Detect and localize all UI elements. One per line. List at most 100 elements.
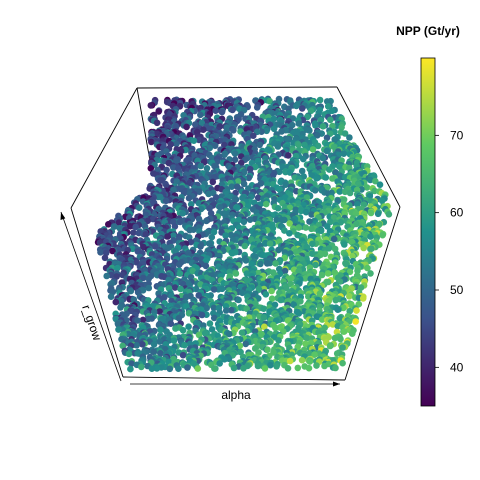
data-point bbox=[275, 337, 282, 344]
data-point bbox=[306, 350, 313, 357]
data-point bbox=[153, 365, 161, 372]
data-point bbox=[157, 177, 164, 184]
data-point bbox=[337, 335, 344, 343]
data-point bbox=[212, 107, 219, 114]
data-point bbox=[114, 264, 121, 272]
data-point bbox=[198, 119, 206, 127]
data-point bbox=[194, 365, 202, 372]
x-axis-arrow bbox=[333, 381, 340, 387]
data-point bbox=[242, 257, 250, 264]
data-point bbox=[367, 245, 374, 253]
data-point bbox=[324, 270, 332, 277]
data-point bbox=[338, 124, 345, 131]
data-point bbox=[170, 337, 178, 345]
data-point bbox=[206, 205, 213, 212]
data-point bbox=[360, 244, 368, 252]
data-point bbox=[243, 270, 251, 277]
data-point bbox=[175, 365, 182, 373]
data-point bbox=[329, 175, 336, 182]
data-point bbox=[352, 210, 360, 217]
box-edge bbox=[344, 206, 401, 381]
data-point bbox=[205, 190, 212, 198]
plot-box-front-edges bbox=[70, 86, 401, 381]
data-point bbox=[162, 197, 170, 205]
colorbar-gradient bbox=[420, 57, 436, 407]
data-point bbox=[271, 301, 279, 309]
data-point bbox=[312, 122, 319, 129]
data-point bbox=[218, 108, 226, 116]
data-point bbox=[186, 226, 193, 234]
data-point bbox=[130, 229, 137, 236]
data-point bbox=[148, 365, 156, 373]
data-point bbox=[326, 342, 334, 350]
data-point bbox=[142, 231, 150, 238]
y-axis-arrow bbox=[60, 212, 66, 220]
data-point bbox=[150, 348, 158, 356]
data-point bbox=[107, 293, 115, 301]
data-point bbox=[240, 365, 247, 372]
data-point bbox=[103, 272, 110, 280]
data-point bbox=[273, 363, 280, 370]
data-point bbox=[229, 250, 236, 257]
y-axis-line bbox=[60, 211, 122, 382]
data-point bbox=[277, 296, 285, 304]
data-point bbox=[312, 261, 319, 269]
data-point bbox=[323, 134, 331, 142]
data-point bbox=[308, 225, 315, 233]
data-point bbox=[134, 317, 141, 324]
data-point bbox=[235, 296, 242, 304]
data-point bbox=[305, 364, 313, 372]
data-point bbox=[278, 128, 285, 135]
data-point bbox=[352, 318, 360, 325]
data-point bbox=[202, 262, 210, 270]
data-point bbox=[266, 97, 274, 105]
data-point bbox=[203, 217, 210, 225]
data-point bbox=[187, 238, 195, 246]
data-point bbox=[319, 123, 327, 130]
data-point bbox=[164, 233, 171, 240]
data-point bbox=[132, 223, 139, 231]
data-point bbox=[171, 284, 179, 291]
data-point bbox=[167, 320, 175, 328]
data-point bbox=[230, 127, 237, 134]
data-point bbox=[171, 223, 179, 230]
x-axis: alpha bbox=[130, 381, 340, 402]
data-point bbox=[138, 363, 145, 371]
data-point bbox=[179, 351, 187, 359]
data-point bbox=[298, 105, 306, 112]
data-point bbox=[216, 203, 224, 211]
data-point bbox=[341, 174, 349, 181]
colorbar-tick-label: 60 bbox=[450, 206, 464, 220]
data-point bbox=[261, 323, 268, 331]
data-point bbox=[266, 147, 273, 154]
data-point bbox=[311, 187, 319, 194]
data-point bbox=[190, 137, 198, 144]
data-point bbox=[334, 306, 342, 314]
data-point bbox=[195, 136, 203, 144]
data-point bbox=[330, 214, 338, 221]
data-point bbox=[336, 163, 343, 170]
data-point bbox=[313, 362, 320, 369]
data-point bbox=[282, 194, 289, 201]
data-point bbox=[323, 147, 331, 155]
data-point bbox=[246, 216, 254, 223]
data-point bbox=[148, 138, 155, 146]
data-point bbox=[234, 178, 242, 185]
data-point bbox=[245, 174, 253, 182]
data-point bbox=[302, 224, 310, 231]
data-point bbox=[314, 142, 322, 150]
data-point bbox=[185, 323, 192, 331]
data-point bbox=[147, 102, 155, 109]
data-point bbox=[176, 261, 183, 268]
data-point bbox=[240, 218, 248, 226]
data-point bbox=[156, 338, 163, 345]
data-point bbox=[353, 307, 360, 314]
data-point bbox=[135, 204, 143, 211]
data-point bbox=[341, 188, 349, 196]
data-point bbox=[346, 307, 354, 315]
data-point bbox=[197, 111, 204, 119]
data-point bbox=[230, 364, 238, 372]
data-point bbox=[240, 180, 248, 188]
data-point bbox=[133, 342, 140, 349]
